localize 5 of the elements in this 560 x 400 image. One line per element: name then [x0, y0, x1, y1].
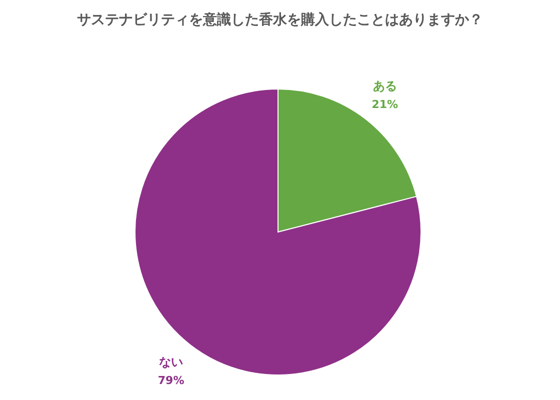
chart-title: サステナビリティを意識した香水を購入したことはありますか？: [77, 11, 483, 28]
data-label: 79%: [158, 374, 184, 387]
data-label: 21%: [372, 98, 398, 112]
slice-label: ある: [372, 79, 397, 94]
slice-label: ない: [159, 354, 184, 369]
